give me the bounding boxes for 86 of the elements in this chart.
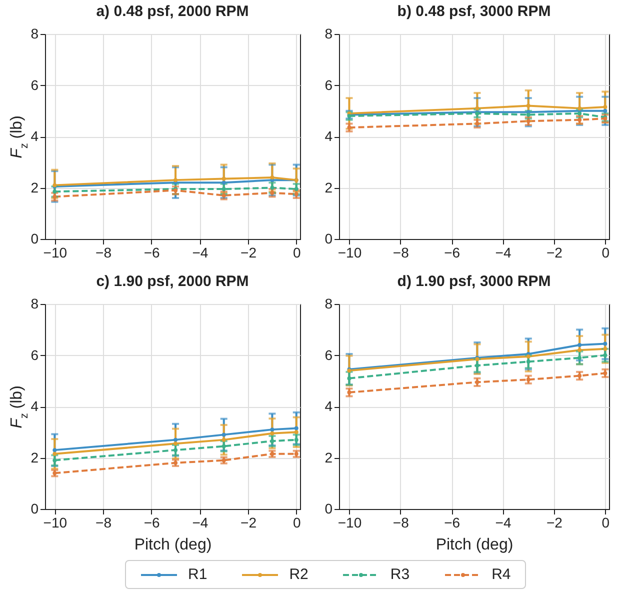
x-tick-label: −6 <box>144 514 160 530</box>
x-tick-label: −4 <box>192 514 208 530</box>
point <box>526 354 530 359</box>
y-tick-label: 0 <box>324 230 333 246</box>
x-tick-label: −4 <box>192 244 208 260</box>
x-tick-label: −2 <box>546 514 563 530</box>
x-tick-label: −10 <box>43 514 68 530</box>
y-tick-label: 0 <box>30 230 39 246</box>
chart-title: a) 0.48 psf, 2000 RPM <box>96 3 249 20</box>
point <box>526 360 530 364</box>
legend-label: R3 <box>390 566 410 583</box>
x-tick-label: −2 <box>240 514 257 530</box>
point <box>475 364 480 368</box>
y-tick-label: 8 <box>30 26 39 42</box>
point <box>347 376 352 380</box>
legend-label: R1 <box>188 566 208 583</box>
point <box>270 439 274 444</box>
point <box>294 430 298 434</box>
y-tick-label: 8 <box>324 296 333 312</box>
point <box>222 187 226 192</box>
y-tick-label: 4 <box>324 128 333 144</box>
x-tick-label: −8 <box>392 514 410 530</box>
x-tick-label: 0 <box>602 514 610 530</box>
x-tick-label: −10 <box>338 514 362 530</box>
y-tick-label: 2 <box>324 449 333 466</box>
point <box>294 426 298 430</box>
point <box>603 108 608 113</box>
point <box>174 438 178 442</box>
point <box>174 178 178 182</box>
x-axis-title: Pitch (deg) <box>436 536 514 554</box>
point <box>222 444 226 448</box>
point <box>294 438 298 442</box>
x-tick-label: −2 <box>240 244 257 260</box>
y-tick-label: 8 <box>30 296 39 312</box>
x-tick-label: −6 <box>444 514 460 530</box>
point <box>603 353 608 358</box>
point <box>603 105 608 110</box>
chart-title: b) 0.48 psf, 3000 RPM <box>397 3 551 20</box>
point <box>270 186 274 190</box>
point <box>270 428 274 432</box>
x-tick-label: −8 <box>96 514 112 530</box>
point <box>222 438 226 442</box>
legend-label: R2 <box>289 566 308 583</box>
x-tick-label: 0 <box>292 244 301 260</box>
point <box>578 106 582 110</box>
x-tick-label: −6 <box>144 244 160 260</box>
x-tick-label: −10 <box>43 244 68 260</box>
point <box>52 458 57 462</box>
x-tick-label: −6 <box>444 244 460 260</box>
point <box>578 356 582 360</box>
y-tick-label: 2 <box>30 449 39 466</box>
y-tick-label: 0 <box>324 500 333 516</box>
y-tick-label: 6 <box>30 76 39 93</box>
point <box>222 176 226 181</box>
y-tick-label: 6 <box>30 346 39 363</box>
x-tick-label: −10 <box>338 244 362 260</box>
point <box>52 448 57 452</box>
point <box>222 432 226 437</box>
x-tick-label: −8 <box>392 244 410 260</box>
y-tick-label: 0 <box>30 500 39 516</box>
x-tick-label: −2 <box>546 244 563 260</box>
y-tick-label: 4 <box>324 398 333 414</box>
y-tick-label: 2 <box>324 179 333 196</box>
point <box>174 448 178 452</box>
x-tick-label: −4 <box>495 244 512 260</box>
x-tick-label: −8 <box>96 244 112 260</box>
y-tick-label: 2 <box>30 179 39 196</box>
y-tick-label: 8 <box>324 26 333 42</box>
x-axis-title: Pitch (deg) <box>134 536 212 554</box>
y-tick-label: 4 <box>30 398 39 414</box>
point <box>578 343 582 347</box>
point <box>52 452 57 456</box>
point <box>270 176 274 180</box>
y-tick-label: 4 <box>30 128 39 144</box>
legend-label: R4 <box>492 566 511 583</box>
y-tick-label: 6 <box>324 76 333 93</box>
point <box>475 106 480 110</box>
chart-title: d) 1.90 psf, 3000 RPM <box>397 273 551 290</box>
x-tick-label: 0 <box>292 514 301 530</box>
x-tick-label: −4 <box>495 514 512 530</box>
point <box>603 342 608 346</box>
chart-title: c) 1.90 psf, 2000 RPM <box>96 273 249 290</box>
point <box>526 104 530 108</box>
y-tick-label: 6 <box>324 346 333 363</box>
x-tick-label: 0 <box>602 244 610 260</box>
point <box>270 431 274 436</box>
